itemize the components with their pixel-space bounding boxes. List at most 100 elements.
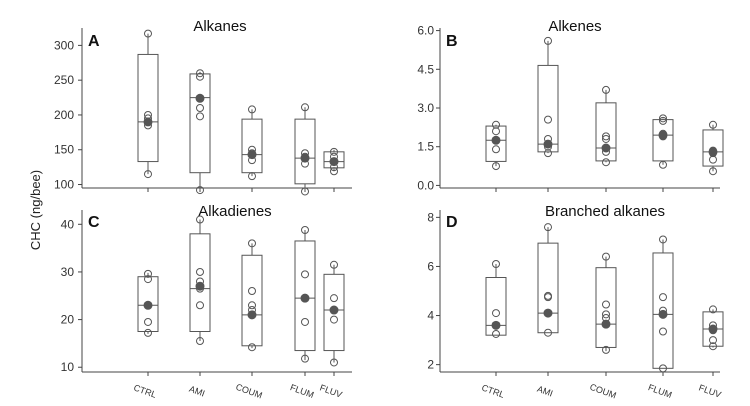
data-point [301,270,309,279]
x-tick-label: FLUV [319,383,344,400]
panel-letter: B [446,33,458,50]
data-point [196,72,204,81]
mean-point [543,308,553,318]
panel-b: 0.0 1.5 3.0 4.5 6.0 Alkenes B [417,18,724,192]
data-point [659,160,667,169]
data-point [196,215,204,224]
data-point [602,345,610,354]
x-tick-label: FLUM [289,382,315,400]
mean-point [247,310,257,320]
y-tick-label: 6.0 [417,24,434,38]
y-tick-label: 40 [61,217,75,231]
data-point [492,145,500,154]
data-point [144,170,152,179]
data-point [544,149,552,158]
data-point [492,309,500,318]
box-coum [595,85,617,167]
data-point [196,112,204,121]
panels: 100 150 200 250 300 Alkanes A 0.0 1.5 3.0 4.5 6.0 Al… [54,18,724,401]
data-point [544,328,552,337]
data-point [492,260,500,268]
box-iqr [137,53,159,163]
mean-point [491,320,501,330]
box-fluv [323,147,345,176]
y-tick-label: 8 [427,210,434,224]
y-axis-label: CHC (ng/bee) [28,170,43,250]
panel-a: 100 150 200 250 300 Alkanes A [54,18,352,196]
y-tick-label: 6 [427,259,434,273]
x-tick-label: FLUV [698,383,723,400]
data-point [144,317,152,326]
data-point [602,310,610,319]
box-iqr [702,129,724,167]
data-point [248,343,256,352]
data-point [330,147,338,156]
x-tick-label: AMI [536,384,554,399]
data-point [492,329,500,338]
box-coum [241,239,263,352]
mean-point [708,147,718,157]
data-point [330,315,338,324]
data-point [144,275,152,284]
box-iqr [537,242,559,334]
data-point [602,300,610,309]
data-point [659,235,667,244]
box-iqr [485,125,507,162]
data-point [196,301,204,310]
box-iqr [595,102,617,162]
mean-point [543,139,553,149]
box-iqr [294,118,316,185]
panel-title: Alkadienes [198,203,271,220]
data-point [659,293,667,302]
y-tick-label: 2 [427,358,434,372]
panel-title: Alkanes [193,18,246,35]
panel-letter: D [446,214,458,231]
box-iqr [323,273,345,352]
mean-point [329,157,339,167]
panel-title: Branched alkanes [545,203,665,220]
y-tick-label: 4.5 [417,62,434,76]
x-tick-label: CTRL [132,382,158,399]
panel-d: 2 4 6 8 Branched alkanes D CTRL AMI COUM FLUM FLUV [427,203,724,401]
data-point [709,342,717,351]
mean-point [143,300,153,310]
data-point [709,305,717,314]
mean-point [300,153,310,163]
data-point [544,36,552,45]
box-ctrl [137,269,159,337]
data-point [301,187,309,196]
mean-point [300,293,310,303]
box-coum [241,105,263,181]
panel-c: 10 20 30 40 Alkadienes C CTRL AMI COUM FLUM FLUV [61,203,352,401]
mean-point [195,93,205,103]
box-ctrl [137,29,159,179]
data-point [196,186,204,195]
data-point [144,328,152,337]
y-tick-label: 250 [54,73,74,87]
data-point [709,120,717,129]
y-tick-label: 100 [54,178,74,192]
y-tick-label: 20 [61,313,75,327]
data-point [301,103,309,112]
y-tick-label: 0.0 [417,178,434,192]
mean-point [247,150,257,160]
panel-letter: C [88,214,100,231]
data-point [492,127,500,136]
box-ami [537,223,559,337]
data-point [709,167,717,176]
data-point [602,134,610,143]
data-point [544,291,552,300]
data-point [248,287,256,295]
data-point [544,115,552,124]
box-flum [294,103,316,196]
panel-title: Alkenes [548,18,601,35]
box-ctrl [485,260,507,338]
data-point [492,120,500,129]
mean-point [143,117,153,127]
data-point [330,294,338,303]
box-iqr [294,240,316,352]
data-point [301,317,309,326]
data-point [248,105,256,114]
data-point [602,158,610,167]
